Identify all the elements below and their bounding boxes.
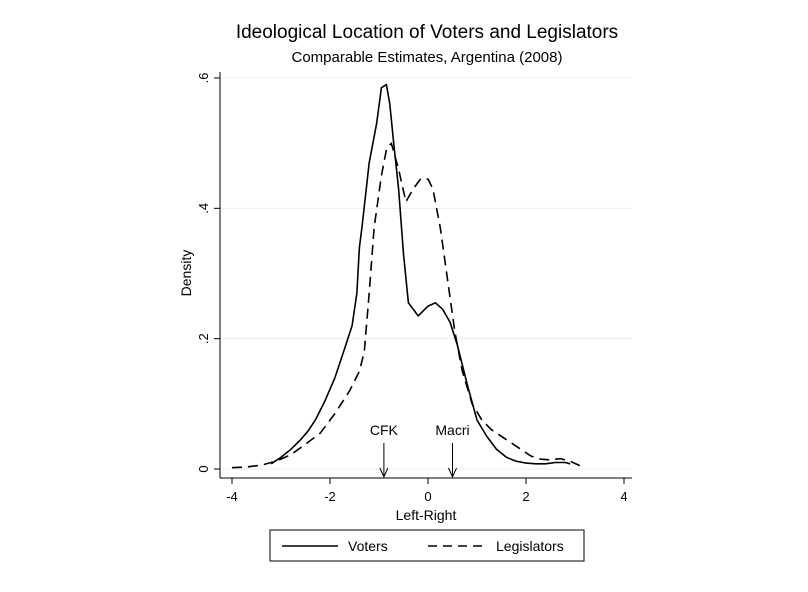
chart-subtitle: Comparable Estimates, Argentina (2008)	[292, 49, 563, 66]
grid-lines	[220, 77, 632, 470]
x-tick-label-3: 2	[522, 489, 529, 504]
x-tick-label-2: 0	[424, 489, 431, 504]
annotation-label-cfk: CFK	[370, 422, 399, 438]
x-tick-label-4: 4	[620, 489, 627, 504]
series-line-legislators	[231, 142, 586, 469]
chart-title: Ideological Location of Voters and Legis…	[236, 22, 618, 43]
y-tick-label-0: 0	[196, 465, 211, 472]
x-tick-label-1: -2	[324, 489, 336, 504]
legend: Voters Legislators	[269, 529, 585, 562]
annotation-arrowhead-macri	[448, 467, 457, 479]
x-axis-ticks: -4 -2 0 2 4	[226, 478, 628, 504]
legend-label-legislators: Legislators	[496, 538, 564, 554]
series-line-voters	[270, 83, 571, 465]
x-tick-label-0: -4	[226, 489, 238, 504]
y-tick-label-1: .2	[196, 333, 211, 344]
y-tick-label-2: .4	[196, 203, 211, 214]
annotation-arrowhead-cfk	[379, 467, 389, 479]
annotation-layer: CFK Macri	[370, 422, 470, 479]
series-layer	[231, 83, 586, 469]
y-tick-label-3: .6	[196, 73, 211, 84]
annotation-label-macri: Macri	[435, 422, 469, 438]
x-axis-label: Left-Right	[396, 507, 457, 523]
y-axis-label: Density	[178, 250, 194, 297]
legend-label-voters: Voters	[348, 538, 388, 554]
y-axis-ticks: 0 .2 .4 .6	[196, 73, 220, 473]
